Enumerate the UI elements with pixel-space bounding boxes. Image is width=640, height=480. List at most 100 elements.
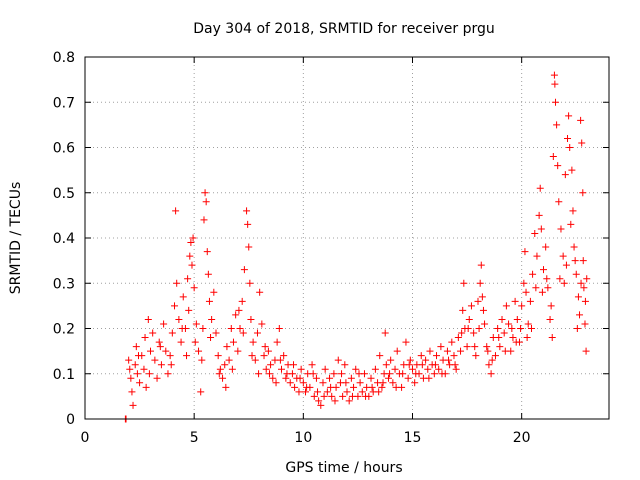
data-point xyxy=(352,365,360,373)
data-point xyxy=(565,112,573,120)
data-point xyxy=(560,279,568,287)
data-point xyxy=(526,297,534,305)
data-point xyxy=(475,325,483,332)
data-point xyxy=(320,392,328,400)
y-tick-label: 0.3 xyxy=(53,276,75,292)
data-point xyxy=(399,370,407,378)
data-point xyxy=(358,388,366,396)
data-point xyxy=(417,352,425,360)
data-point xyxy=(283,370,291,378)
data-point xyxy=(228,365,236,373)
data-point xyxy=(368,383,376,391)
data-point xyxy=(160,320,168,328)
data-point xyxy=(129,401,137,409)
data-point xyxy=(239,329,247,337)
data-point xyxy=(471,343,479,351)
data-point xyxy=(151,356,159,364)
data-point xyxy=(342,379,350,387)
data-point xyxy=(476,279,484,287)
data-point xyxy=(312,374,320,382)
y-axis-label: SRMTID / TECUs xyxy=(8,182,24,295)
data-point xyxy=(144,315,152,323)
data-point xyxy=(185,306,193,314)
data-point xyxy=(303,383,311,391)
data-point xyxy=(535,211,543,219)
data-point xyxy=(192,320,200,328)
data-point xyxy=(321,365,329,373)
data-point xyxy=(291,383,299,391)
data-point xyxy=(524,320,532,328)
data-point xyxy=(583,275,591,283)
data-point xyxy=(260,352,268,360)
data-point xyxy=(323,388,331,396)
data-point xyxy=(382,361,390,369)
data-point xyxy=(478,293,486,301)
y-tick-label: 0.2 xyxy=(53,322,75,338)
data-point xyxy=(581,320,589,328)
y-tick-label: 0.1 xyxy=(53,367,75,383)
data-point xyxy=(553,121,561,129)
data-point xyxy=(559,252,567,260)
data-point xyxy=(235,306,243,314)
data-point xyxy=(566,144,574,151)
data-point xyxy=(191,338,199,346)
data-point xyxy=(296,374,304,382)
data-point xyxy=(132,343,140,351)
data-point xyxy=(309,370,317,378)
data-point xyxy=(532,284,540,292)
data-point xyxy=(391,365,399,373)
data-point xyxy=(167,361,175,369)
y-tick-label: 0 xyxy=(66,412,75,428)
data-point xyxy=(153,374,161,382)
data-point xyxy=(387,356,395,364)
data-point xyxy=(561,171,569,179)
data-point xyxy=(544,284,552,292)
data-point xyxy=(500,329,508,337)
data-point xyxy=(470,329,478,337)
data-point xyxy=(502,302,510,310)
data-point xyxy=(580,284,588,292)
data-point xyxy=(404,374,412,382)
x-axis-label: GPS time / hours xyxy=(285,460,402,476)
data-point xyxy=(378,383,386,391)
data-point xyxy=(508,325,516,332)
data-point xyxy=(485,361,493,369)
data-point xyxy=(451,361,459,369)
data-point xyxy=(205,297,213,305)
data-point xyxy=(520,279,528,287)
data-point xyxy=(245,243,253,251)
data-point xyxy=(459,306,467,314)
data-point xyxy=(149,329,157,337)
data-point xyxy=(273,338,281,346)
y-tick-label: 0.4 xyxy=(53,231,75,247)
data-point xyxy=(236,325,244,332)
data-point xyxy=(518,302,526,310)
data-point xyxy=(501,347,509,355)
data-point xyxy=(140,365,148,373)
data-point xyxy=(127,374,135,382)
data-point xyxy=(212,329,220,337)
data-point xyxy=(177,338,185,346)
data-point xyxy=(367,374,375,382)
data-point xyxy=(190,284,198,292)
data-point xyxy=(221,361,229,369)
data-point xyxy=(214,352,222,360)
data-point xyxy=(371,365,379,373)
data-point xyxy=(156,343,164,351)
data-point xyxy=(393,347,401,355)
y-tick-label: 0.6 xyxy=(53,141,75,157)
data-point xyxy=(315,397,323,405)
data-point xyxy=(463,343,471,351)
data-point xyxy=(426,347,434,355)
data-point xyxy=(157,361,165,369)
data-point xyxy=(505,320,513,328)
data-point xyxy=(280,352,288,360)
data-point xyxy=(243,207,251,215)
data-point xyxy=(262,365,270,373)
data-point xyxy=(445,356,453,364)
data-point xyxy=(275,325,283,332)
data-point xyxy=(487,370,495,378)
data-point xyxy=(210,288,218,296)
data-point xyxy=(134,352,142,360)
